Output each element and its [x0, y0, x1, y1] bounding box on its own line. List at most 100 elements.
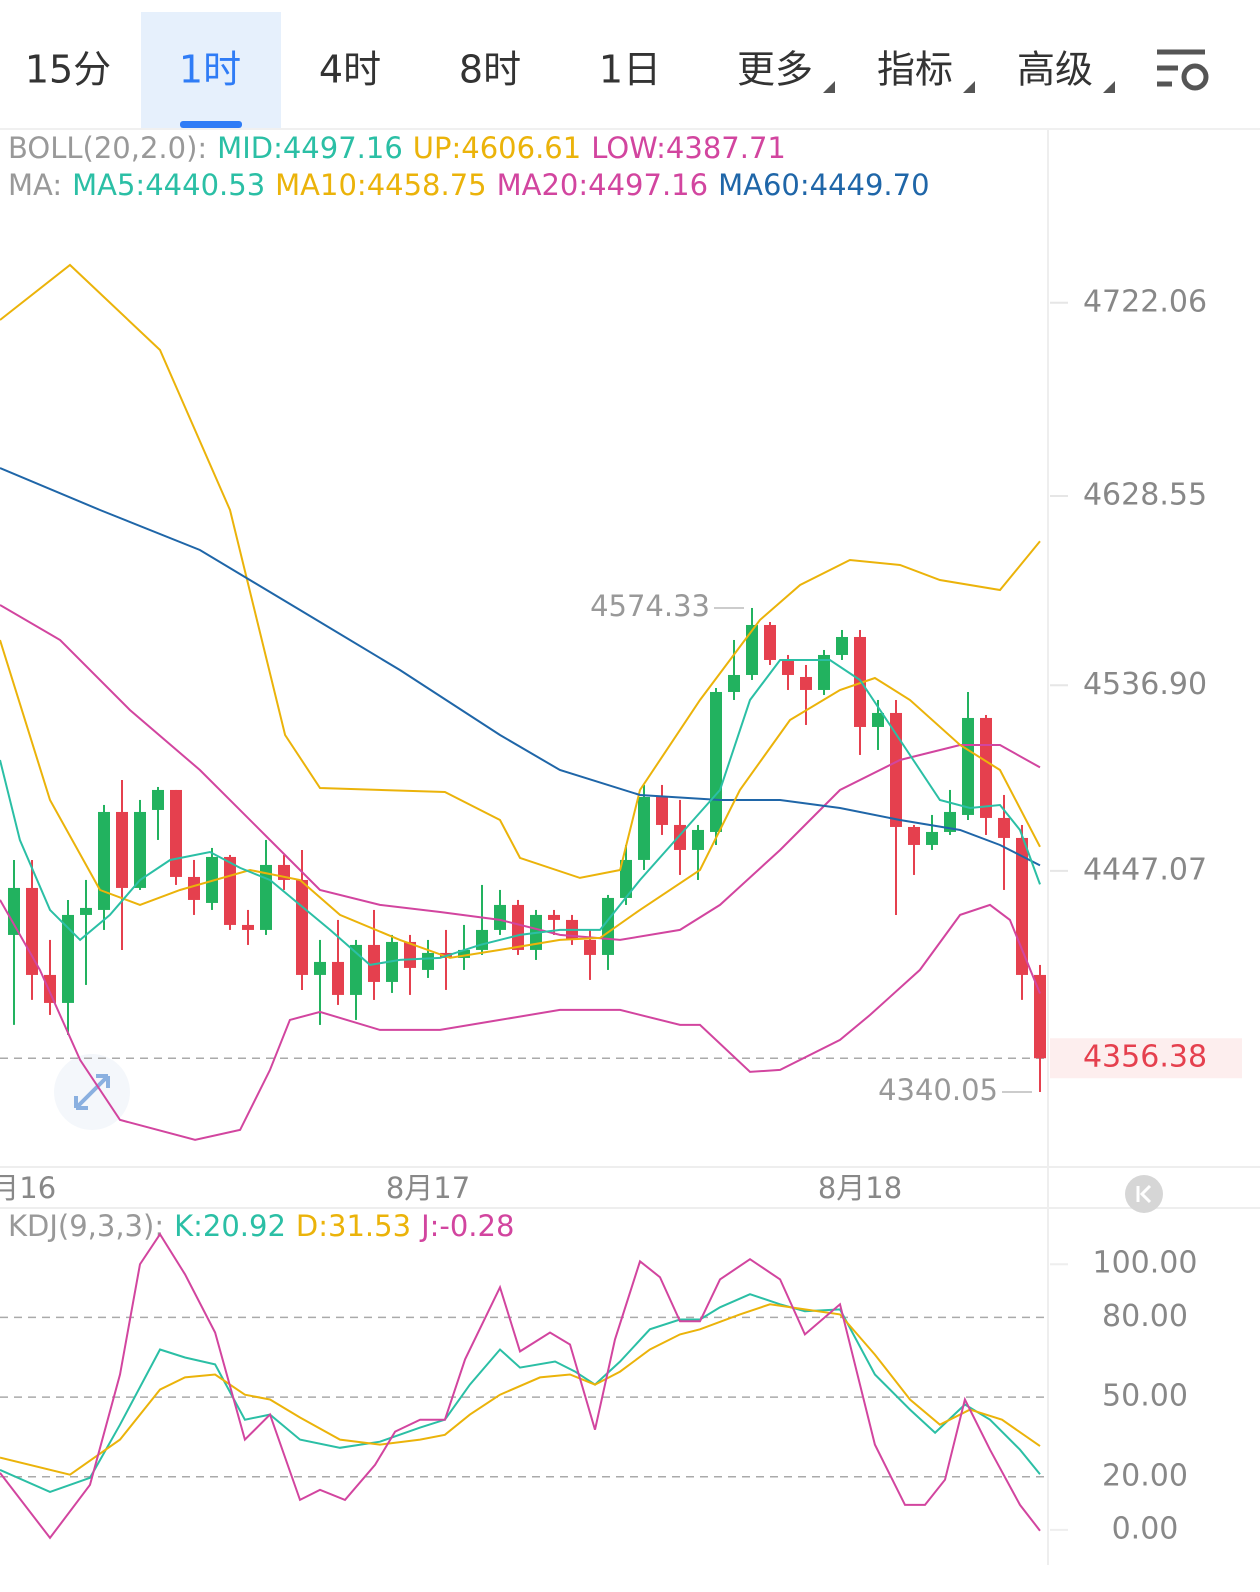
indicator-name: KDJ(9,3,3):: [8, 1209, 164, 1243]
legend-label: MID:: [217, 131, 283, 165]
y-tick-label: 4722.06: [1083, 284, 1207, 319]
candle-body: [242, 924, 254, 930]
candle-body: [584, 939, 596, 955]
candle-body: [998, 817, 1010, 838]
candle-body: [332, 961, 344, 995]
tab[interactable]: 8时: [459, 48, 521, 92]
candle-body: [692, 829, 704, 850]
kdj-line: [0, 1232, 1041, 1540]
candle-body: [962, 717, 974, 815]
candle-body: [98, 811, 110, 910]
candle-body: [44, 974, 56, 1003]
tab[interactable]: 15分: [25, 48, 111, 92]
candle-body: [80, 907, 92, 915]
legend-label: K:: [174, 1209, 203, 1243]
candle-body: [224, 856, 236, 925]
candle-body: [134, 811, 146, 888]
x-tick-label: 8月18: [818, 1171, 902, 1205]
candle-body: [746, 624, 758, 675]
collapse-button[interactable]: [1125, 1175, 1163, 1213]
candle-body: [26, 887, 38, 975]
legend-value: 31.53: [328, 1209, 411, 1243]
x-tick-label: 8月17: [386, 1171, 470, 1205]
indicator-legend: MA: MA5:4440.53 MA10:4458.75 MA20:4497.16 MA…: [8, 168, 930, 202]
settings-icon[interactable]: [1157, 49, 1209, 91]
legend-label: D:: [296, 1209, 328, 1243]
menu[interactable]: 指标: [877, 48, 953, 92]
candle-body: [980, 717, 992, 818]
candle-body: [296, 879, 308, 975]
indicator-line: [0, 263, 1041, 879]
candle-body: [476, 929, 488, 950]
candle-body: [764, 624, 776, 660]
candle-body: [458, 949, 470, 958]
expand-icon: [74, 1074, 110, 1110]
legend-value: 4449.70: [810, 168, 930, 202]
candle-body: [926, 831, 938, 845]
y-tick-label: 50.00: [1102, 1379, 1188, 1414]
legend-label: UP:: [413, 131, 461, 165]
candle-body: [62, 914, 74, 1003]
active-tab-indicator: [180, 121, 242, 128]
kdj-line: [0, 1293, 1041, 1493]
legend-value: 4606.61: [461, 131, 581, 165]
annotation: 4574.33: [590, 589, 710, 623]
last-price-bg: [1050, 1038, 1242, 1079]
menu[interactable]: 更多: [737, 48, 813, 92]
candle-body: [638, 796, 650, 860]
menu[interactable]: 高级: [1017, 48, 1093, 92]
indicator-name: BOLL(20,2.0):: [8, 131, 207, 165]
legend-value: -0.28: [439, 1209, 514, 1243]
indicator-line: [0, 639, 1041, 959]
tab[interactable]: 4时: [319, 48, 381, 92]
y-tick-label: 4628.55: [1083, 477, 1207, 512]
candle-body: [1034, 974, 1046, 1059]
candle-body: [152, 789, 164, 810]
collapse-icon: [1136, 1184, 1152, 1204]
candle-body: [800, 676, 812, 690]
last-price-label: 4356.38: [1083, 1040, 1207, 1075]
candle-body: [8, 887, 20, 935]
candle-body: [548, 914, 560, 920]
tab[interactable]: 1日: [599, 48, 661, 92]
candle-body: [494, 904, 506, 930]
tab[interactable]: 1时: [179, 48, 241, 92]
candle-body: [728, 674, 740, 692]
candle-body: [674, 824, 686, 850]
legend-value: 4497.16: [588, 168, 708, 202]
candle-body: [422, 952, 434, 970]
active-tab-bg: [141, 12, 281, 128]
candle-body: [908, 826, 920, 845]
candle-body: [188, 876, 200, 900]
legend-label: LOW:: [591, 131, 666, 165]
annotation: 4340.05: [878, 1073, 998, 1107]
indicator-line: [0, 467, 1041, 867]
indicator-line: [0, 899, 1041, 1141]
expand-button[interactable]: [54, 1054, 130, 1130]
candle-body: [854, 636, 866, 727]
legend-value: 4387.71: [666, 131, 786, 165]
icon-gear: [1181, 63, 1209, 91]
menu-arrow: [963, 81, 975, 93]
candle-body: [350, 944, 362, 995]
y-tick-label: 4447.07: [1083, 852, 1207, 887]
candle-body: [782, 659, 794, 675]
candle-body: [656, 796, 668, 825]
legend-label: MA5:: [72, 168, 145, 202]
candle-body: [710, 691, 722, 832]
y-tick-label: 80.00: [1102, 1299, 1188, 1334]
candle-body: [314, 961, 326, 975]
legend-value: 20.92: [203, 1209, 286, 1243]
legend-value: 4458.75: [367, 168, 487, 202]
candle-body: [890, 712, 902, 827]
candle-body: [512, 904, 524, 950]
menu-arrow: [823, 81, 835, 93]
indicator-name: MA:: [8, 168, 62, 202]
indicator-legend: KDJ(9,3,3): K:20.92 D:31.53 J:-0.28: [8, 1209, 514, 1243]
legend-label: MA20:: [497, 168, 589, 202]
candle-body: [836, 636, 848, 655]
y-tick-label: 0.00: [1112, 1511, 1179, 1546]
